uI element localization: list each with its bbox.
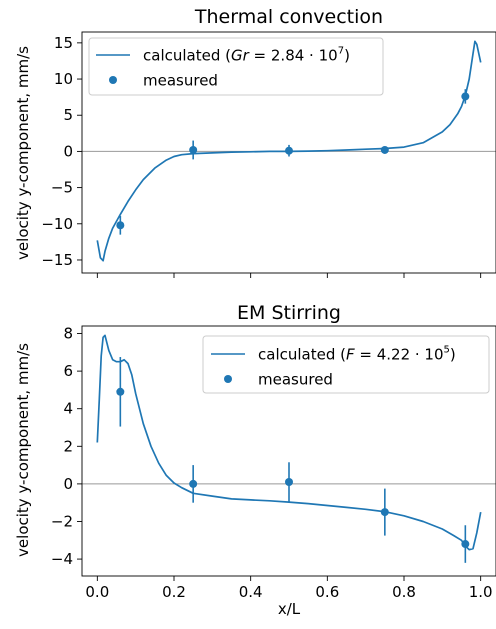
legend: calculated (F = 4.22 · 105) measured bbox=[202, 335, 490, 394]
x-tick-label: 0.6 bbox=[315, 583, 339, 601]
y-tick-label: 5 bbox=[63, 106, 73, 124]
y-tick-label: −2 bbox=[51, 512, 73, 530]
x-axis-label: x/L bbox=[278, 600, 301, 618]
y-tick-label: 4 bbox=[63, 400, 73, 418]
x-tick-label: 0.2 bbox=[162, 583, 186, 601]
y-tick-label: −15 bbox=[41, 251, 73, 269]
x-tick-label: 0.4 bbox=[239, 583, 263, 601]
calculated-line bbox=[96, 40, 482, 262]
axes-frame bbox=[81, 325, 496, 577]
y-tick-label: 15 bbox=[54, 34, 73, 52]
marks-layer bbox=[96, 40, 482, 262]
axes-layer: −4 −2 0 2 4 6 8 0.0 0.2 0.4 0.6 0.8 1.0 bbox=[51, 325, 496, 601]
x-tick-label: 1.0 bbox=[469, 583, 493, 601]
measured-point bbox=[285, 146, 293, 155]
y-tick-label: −4 bbox=[51, 550, 73, 568]
axes-frame bbox=[81, 31, 496, 274]
measured-point bbox=[189, 145, 198, 154]
legend-measured-label: measured bbox=[258, 371, 333, 389]
measured-point bbox=[461, 540, 470, 549]
y-axis-label: velocity y-component, mm/s bbox=[14, 46, 32, 260]
y-tick-label: 2 bbox=[63, 437, 73, 455]
y-tick-label: 0 bbox=[63, 142, 73, 160]
legend-box bbox=[88, 37, 384, 96]
marks-layer bbox=[96, 334, 482, 563]
y-tick-label: 0 bbox=[63, 475, 73, 493]
y-tick-label: 8 bbox=[63, 325, 73, 343]
x-tick-label: 0.0 bbox=[85, 583, 109, 601]
measured-point bbox=[116, 387, 125, 396]
measured-point bbox=[189, 479, 198, 488]
chart-title: EM Stirring bbox=[237, 302, 341, 324]
measured-point bbox=[461, 92, 470, 101]
measured-point bbox=[380, 508, 389, 517]
measured-point bbox=[380, 145, 389, 154]
legend-marker-swatch bbox=[224, 375, 232, 383]
y-tick-label: 10 bbox=[54, 70, 73, 88]
legend-calculated-label: calculated (F = 4.22 · 105) bbox=[258, 345, 456, 364]
legend-calculated-label: calculated (Gr = 2.84 · 107) bbox=[143, 46, 350, 65]
chart-title: Thermal convection bbox=[194, 6, 383, 28]
y-tick-label: −5 bbox=[51, 179, 73, 197]
axes-layer: −15 −10 −5 0 5 10 15 bbox=[41, 34, 496, 278]
x-tick-label: 0.8 bbox=[392, 583, 416, 601]
panel-em-stirring: EM Stirring velocity y-component, mm/s −… bbox=[14, 302, 496, 618]
legend-box bbox=[202, 335, 490, 394]
measured-point bbox=[116, 221, 125, 230]
measured-point bbox=[285, 478, 293, 487]
y-axis-label: velocity y-component, mm/s bbox=[14, 343, 32, 557]
calculated-line bbox=[96, 334, 482, 551]
legend-measured-label: measured bbox=[143, 72, 218, 90]
legend-marker-swatch bbox=[109, 76, 117, 84]
panel-thermal-convection: Thermal convection velocity y-component,… bbox=[14, 6, 496, 278]
y-tick-label: −10 bbox=[41, 215, 73, 233]
legend: calculated (Gr = 2.84 · 107) measured bbox=[88, 37, 384, 96]
y-tick-label: 6 bbox=[63, 362, 73, 380]
